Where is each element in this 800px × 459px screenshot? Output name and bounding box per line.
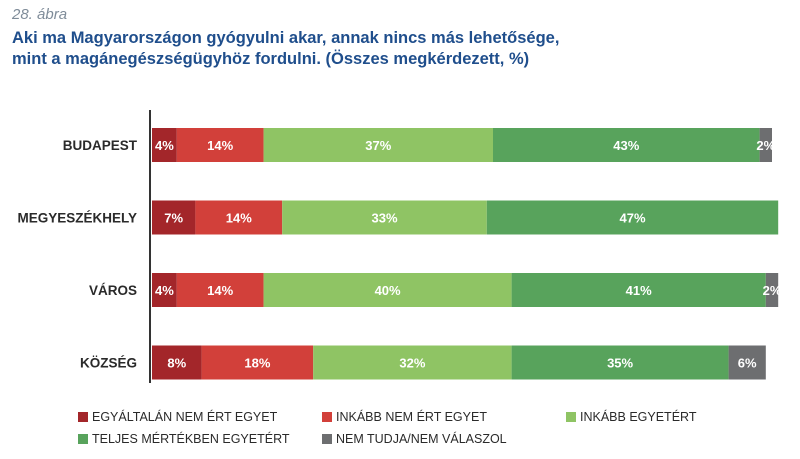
bar-segment <box>759 128 772 162</box>
legend-label: NEM TUDJA/NEM VÁLASZOL <box>336 432 507 446</box>
legend-swatch <box>78 412 88 422</box>
legend-swatch <box>566 412 576 422</box>
bar-segment <box>511 345 729 380</box>
data-label: 40% <box>375 283 401 298</box>
data-label: 6% <box>738 356 757 371</box>
bar-segment <box>263 273 512 307</box>
legend-item: NEM TUDJA/NEM VÁLASZOL <box>322 432 507 446</box>
category-label: VÁROS <box>89 283 137 298</box>
legend-item: INKÁBB EGYETÉRT <box>566 410 696 424</box>
data-label: 4% <box>155 283 174 298</box>
bar-segment <box>765 273 779 307</box>
data-label: 32% <box>399 356 425 371</box>
legend-label: EGYÁLTALÁN NEM ÉRT EGYET <box>92 410 278 424</box>
bar-segment <box>176 273 264 307</box>
legend-swatch <box>322 412 332 422</box>
legend-label: INKÁBB NEM ÉRT EGYET <box>336 410 487 424</box>
data-label: 4% <box>155 138 174 153</box>
bar-segment <box>152 345 202 380</box>
bar-segment <box>493 128 760 162</box>
legend-item: INKÁBB NEM ÉRT EGYET <box>322 410 487 424</box>
chart-title-line-1: Aki ma Magyarországon gyógyulni akar, an… <box>12 29 560 47</box>
chart-title-line-2: mint a magánegészségügyhöz fordulni. (Ös… <box>12 50 530 68</box>
legend-item: EGYÁLTALÁN NEM ÉRT EGYET <box>78 410 277 424</box>
bar-segment <box>263 128 493 162</box>
bar-segment <box>152 200 196 235</box>
category-label: KÖZSÉG <box>80 356 137 371</box>
data-label: 33% <box>371 211 397 226</box>
data-label: 7% <box>164 211 183 226</box>
legend-label: TELJES MÉRTÉKBEN EGYETÉRT <box>92 432 290 446</box>
legend-swatch <box>78 434 88 444</box>
bar-segment <box>195 200 283 235</box>
bar-segment <box>486 200 779 235</box>
data-label: 14% <box>207 283 233 298</box>
chart-legend: EGYÁLTALÁN NEM ÉRT EGYET INKÁBB NEM ÉRT E… <box>78 410 778 454</box>
bar-segment <box>511 273 766 307</box>
bar-segment <box>152 128 177 162</box>
data-label: 18% <box>244 356 270 371</box>
bar-segment <box>728 345 766 380</box>
data-label: 35% <box>607 356 633 371</box>
data-label: 43% <box>613 138 639 153</box>
data-label: 47% <box>619 211 645 226</box>
data-label: 14% <box>226 211 252 226</box>
data-label: 2% <box>756 138 775 153</box>
legend-label: INKÁBB EGYETÉRT <box>580 410 697 424</box>
bar-segment <box>313 345 512 380</box>
bar-segment <box>282 200 487 235</box>
legend-item: TELJES MÉRTÉKBEN EGYETÉRT <box>78 432 290 446</box>
category-label: MEGYESZÉKHELY <box>17 211 137 226</box>
bar-segment <box>152 273 177 307</box>
data-label: 8% <box>167 356 186 371</box>
data-label: 41% <box>626 283 652 298</box>
data-label: 14% <box>207 138 233 153</box>
data-label: 2% <box>763 283 782 298</box>
figure-label: 28. ábra <box>12 6 68 23</box>
chart-title: Aki ma Magyarországon gyógyulni akar, an… <box>12 28 559 70</box>
category-label: BUDAPEST <box>63 138 138 153</box>
legend-swatch <box>322 434 332 444</box>
bar-segment <box>176 128 264 162</box>
data-label: 37% <box>365 138 391 153</box>
bar-segment <box>201 345 314 380</box>
